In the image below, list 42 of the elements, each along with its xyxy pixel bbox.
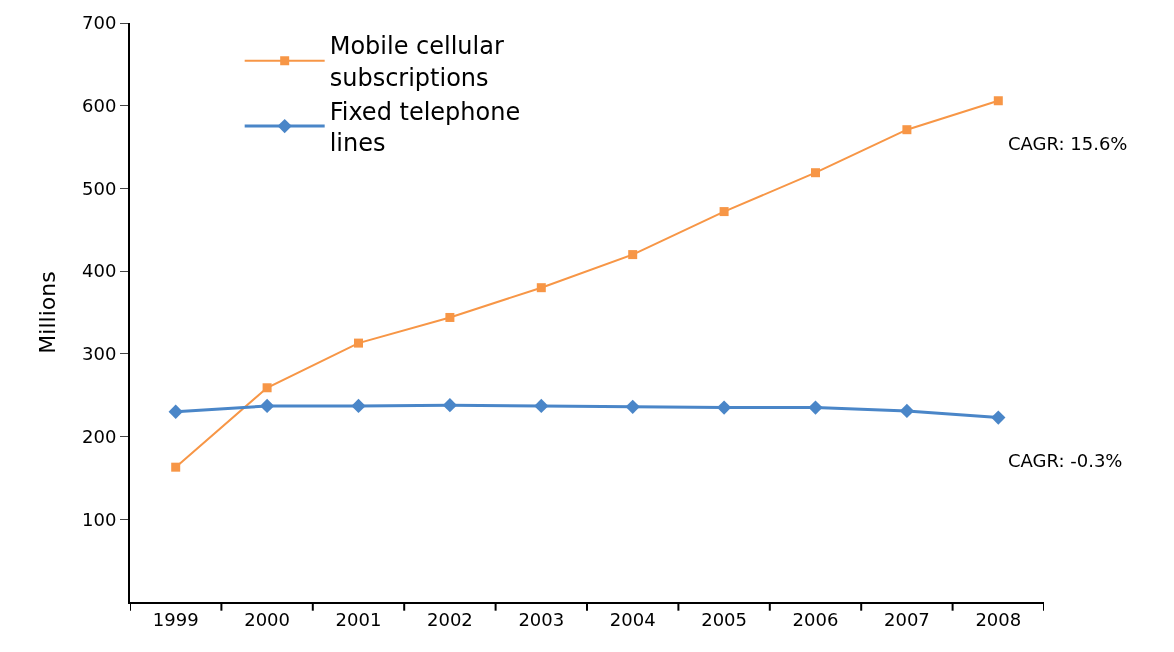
legend-label: Mobile cellular subscriptions: [329, 32, 504, 92]
point: [351, 398, 366, 414]
legend-label: Fixed telephone lines: [329, 97, 521, 158]
point: [536, 283, 546, 293]
point: [899, 403, 915, 419]
point: [991, 410, 1006, 425]
y-tick-label: 600: [82, 95, 117, 117]
x-tick-label: 2008: [975, 608, 1022, 630]
x-tick-label: 1999: [152, 608, 199, 630]
point: [354, 338, 363, 348]
point: [993, 96, 1003, 106]
y-tick-label: 300: [82, 343, 117, 365]
point: [625, 399, 640, 414]
x-tick-label: 2000: [244, 608, 291, 630]
point: [716, 400, 732, 415]
point: [168, 404, 183, 419]
annotation: CAGR: -0.3%: [1008, 450, 1123, 471]
point: [262, 383, 272, 393]
x-tick-label: 2007: [883, 608, 930, 630]
x-tick-label: 2005: [701, 608, 748, 630]
x-tick-label: 2006: [792, 608, 839, 630]
y-tick-label: 500: [82, 177, 117, 199]
x-tick-label: 2001: [335, 608, 382, 630]
point: [534, 398, 549, 414]
y-tick-label: 700: [82, 12, 117, 34]
x-tick-label: 2002: [426, 608, 473, 630]
point: [811, 168, 820, 178]
x-tick-label: 2004: [609, 608, 656, 630]
point: [171, 462, 181, 472]
point: [808, 400, 823, 415]
point: [445, 312, 455, 322]
y-tick-label: 400: [82, 260, 117, 282]
y-tick-label: 200: [82, 425, 117, 447]
point: [259, 398, 275, 414]
y-tick-label: 100: [82, 508, 117, 530]
annotation: CAGR: 15.6%: [1008, 133, 1128, 154]
point: [442, 397, 458, 413]
x-tick-label: 2003: [518, 608, 565, 630]
point: [719, 207, 729, 217]
y-axis-title: Millions: [35, 271, 61, 354]
point: [628, 250, 638, 260]
point: [902, 125, 912, 135]
